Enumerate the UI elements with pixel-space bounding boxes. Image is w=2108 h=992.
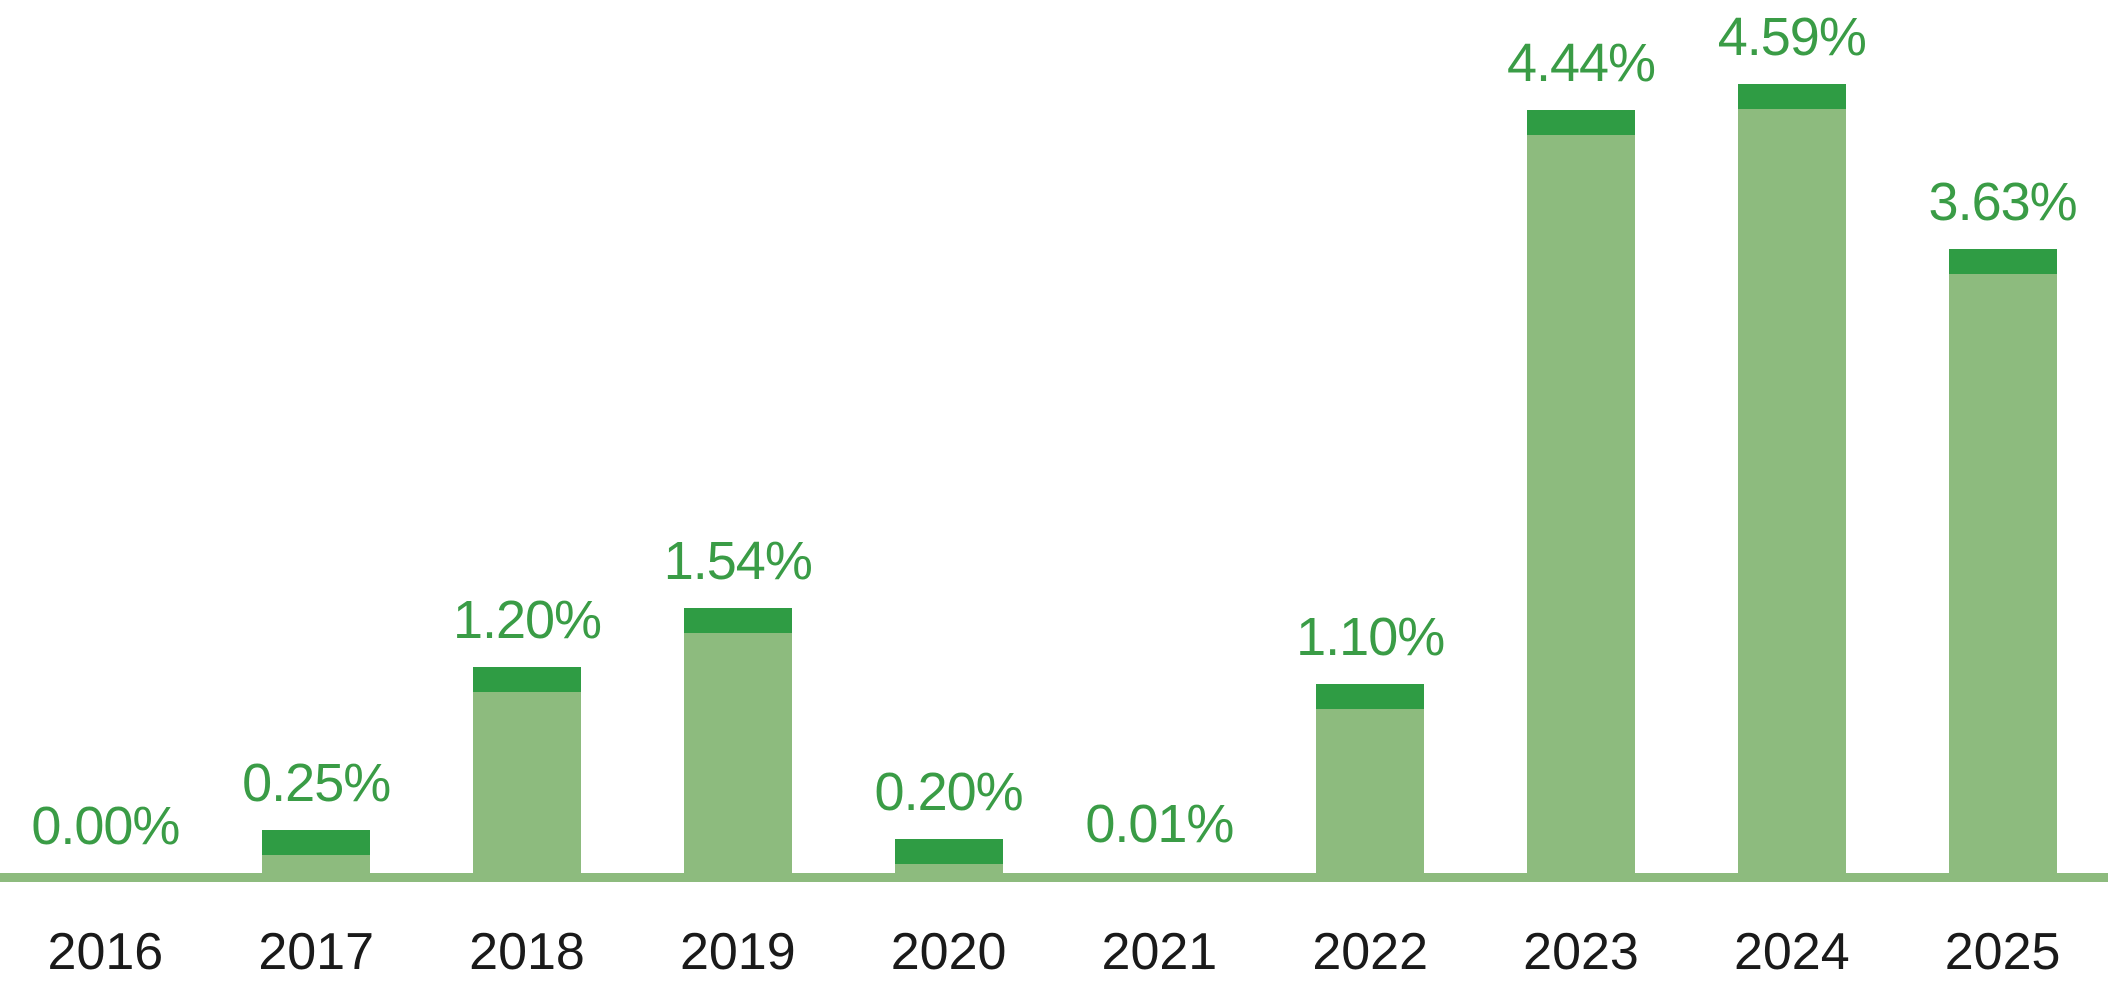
value-label-2025: 3.63% bbox=[1928, 172, 2078, 232]
value-label-2017: 0.25% bbox=[242, 753, 391, 813]
bar-cap-2020 bbox=[894, 839, 1003, 864]
value-label-2020: 0.20% bbox=[874, 762, 1024, 822]
x-axis-label-2019: 2019 bbox=[679, 923, 796, 981]
x-axis-label-2023: 2023 bbox=[1523, 923, 1639, 981]
bar-cap-2017 bbox=[262, 830, 371, 855]
bar-2025 bbox=[1948, 249, 2057, 879]
value-label-2019: 1.54% bbox=[663, 531, 813, 591]
x-axis-label-2017: 2017 bbox=[258, 923, 375, 981]
bar-cap-2022 bbox=[1316, 684, 1425, 709]
value-label-2024: 4.59% bbox=[1717, 7, 1867, 67]
bar-cap-2019 bbox=[683, 608, 792, 633]
bar-2023 bbox=[1527, 110, 1635, 879]
value-label-2022: 1.10% bbox=[1296, 607, 1445, 667]
bar-2018 bbox=[473, 667, 581, 879]
bar-cap-2018 bbox=[473, 667, 581, 692]
bar-2022 bbox=[1316, 684, 1425, 879]
bar-cap-2025 bbox=[1948, 249, 2057, 274]
x-axis-label-2024: 2024 bbox=[1733, 923, 1850, 981]
bar-2024 bbox=[1737, 84, 1846, 879]
x-axis-label-2022: 2022 bbox=[1312, 923, 1429, 981]
x-axis-label-2018: 2018 bbox=[469, 923, 585, 981]
value-label-2018: 1.20% bbox=[452, 590, 602, 650]
bar-2020 bbox=[894, 839, 1003, 879]
axis-baseline bbox=[0, 873, 2108, 882]
bar-2019 bbox=[683, 608, 792, 879]
value-label-2016: 0.00% bbox=[31, 796, 180, 856]
bar-cap-2024 bbox=[1737, 84, 1846, 109]
bar-cap-2023 bbox=[1527, 110, 1635, 135]
x-axis-label-2016: 2016 bbox=[47, 923, 164, 981]
x-axis-label-2020: 2020 bbox=[890, 923, 1007, 981]
x-axis-label-2025: 2025 bbox=[1944, 923, 2061, 981]
value-label-2023: 4.44% bbox=[1506, 33, 1656, 93]
value-label-2021: 0.01% bbox=[1085, 794, 1234, 854]
bar-2017 bbox=[262, 830, 371, 879]
x-axis-label-2021: 2021 bbox=[1101, 923, 1218, 981]
